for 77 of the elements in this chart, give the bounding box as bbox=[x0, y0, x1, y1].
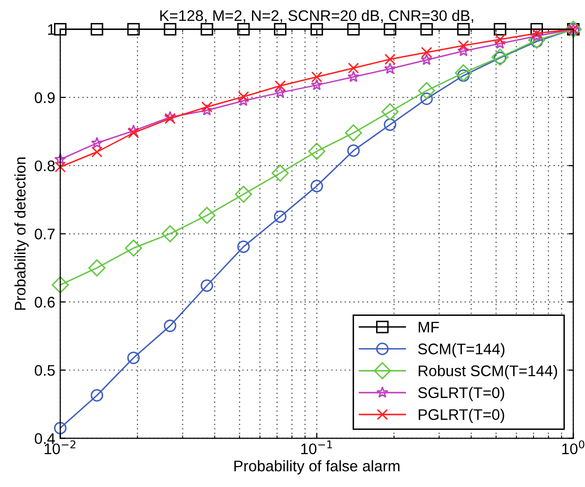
point bbox=[457, 22, 470, 36]
point bbox=[200, 279, 214, 292]
point bbox=[238, 91, 250, 102]
point bbox=[274, 80, 286, 92]
point bbox=[274, 86, 286, 98]
point bbox=[90, 389, 104, 402]
y-tick-label: 0.6 bbox=[34, 296, 55, 308]
x-tick-label: 10$^{0}$ bbox=[562, 440, 584, 454]
y-axis-title: Probability of detection bbox=[14, 157, 29, 310]
point bbox=[164, 22, 176, 36]
legend-label: SCM(T=144) bbox=[418, 343, 504, 358]
x-tick-label: 10$^{−1}$ bbox=[301, 440, 332, 454]
x-axis-title: Probability of false alarm bbox=[234, 460, 400, 474]
point bbox=[311, 71, 322, 82]
point bbox=[128, 127, 140, 138]
point bbox=[494, 34, 506, 46]
point bbox=[162, 225, 179, 242]
point bbox=[347, 144, 360, 157]
point bbox=[274, 22, 286, 36]
point bbox=[381, 103, 399, 120]
point bbox=[272, 164, 289, 182]
y-tick-label: 0.5 bbox=[34, 364, 55, 376]
y-tick-label: 0.8 bbox=[34, 160, 55, 172]
point bbox=[127, 22, 140, 36]
point bbox=[237, 240, 250, 253]
legend-label: PGLRT(T=0) bbox=[418, 408, 504, 424]
legend-label: SGLRT(T=0) bbox=[418, 386, 504, 402]
point bbox=[420, 92, 433, 106]
point bbox=[310, 78, 323, 90]
y-tick-label: 1 bbox=[48, 24, 55, 35]
point bbox=[384, 118, 396, 131]
point bbox=[344, 124, 362, 142]
point bbox=[164, 320, 176, 332]
point bbox=[124, 240, 142, 257]
point bbox=[200, 104, 213, 116]
point bbox=[458, 40, 469, 52]
point bbox=[491, 48, 509, 66]
chart-title: K=128, M=2, N=2, SCNR=20 dB, CNR=30 dB, bbox=[160, 10, 474, 23]
point bbox=[347, 22, 360, 36]
point bbox=[54, 161, 66, 172]
point bbox=[90, 136, 103, 148]
point bbox=[347, 70, 360, 82]
point bbox=[88, 259, 106, 276]
point bbox=[200, 22, 214, 36]
point bbox=[90, 22, 104, 36]
point bbox=[308, 142, 326, 160]
point bbox=[420, 22, 433, 36]
point bbox=[234, 186, 252, 203]
point bbox=[91, 146, 102, 158]
point bbox=[421, 46, 432, 58]
point bbox=[128, 124, 140, 136]
point bbox=[237, 22, 250, 36]
legend-label: MF bbox=[418, 322, 439, 332]
point bbox=[201, 101, 212, 112]
point bbox=[198, 206, 216, 224]
legend-label: Robust SCM(T=144) bbox=[418, 365, 558, 380]
point bbox=[348, 62, 360, 74]
point bbox=[54, 422, 67, 434]
point bbox=[310, 180, 324, 192]
point bbox=[494, 22, 506, 36]
point bbox=[384, 22, 396, 36]
y-tick-label: 0.7 bbox=[34, 228, 55, 240]
point bbox=[52, 276, 69, 294]
point bbox=[418, 82, 436, 100]
point bbox=[531, 28, 542, 39]
point bbox=[310, 22, 324, 36]
point bbox=[54, 153, 66, 165]
point bbox=[420, 54, 433, 66]
point bbox=[454, 64, 472, 82]
y-tick-label: 0.9 bbox=[34, 92, 55, 104]
point bbox=[54, 22, 67, 36]
point bbox=[530, 22, 543, 36]
point bbox=[238, 94, 250, 106]
point bbox=[384, 62, 396, 74]
point bbox=[127, 352, 140, 364]
point bbox=[274, 210, 286, 223]
point bbox=[384, 54, 396, 65]
